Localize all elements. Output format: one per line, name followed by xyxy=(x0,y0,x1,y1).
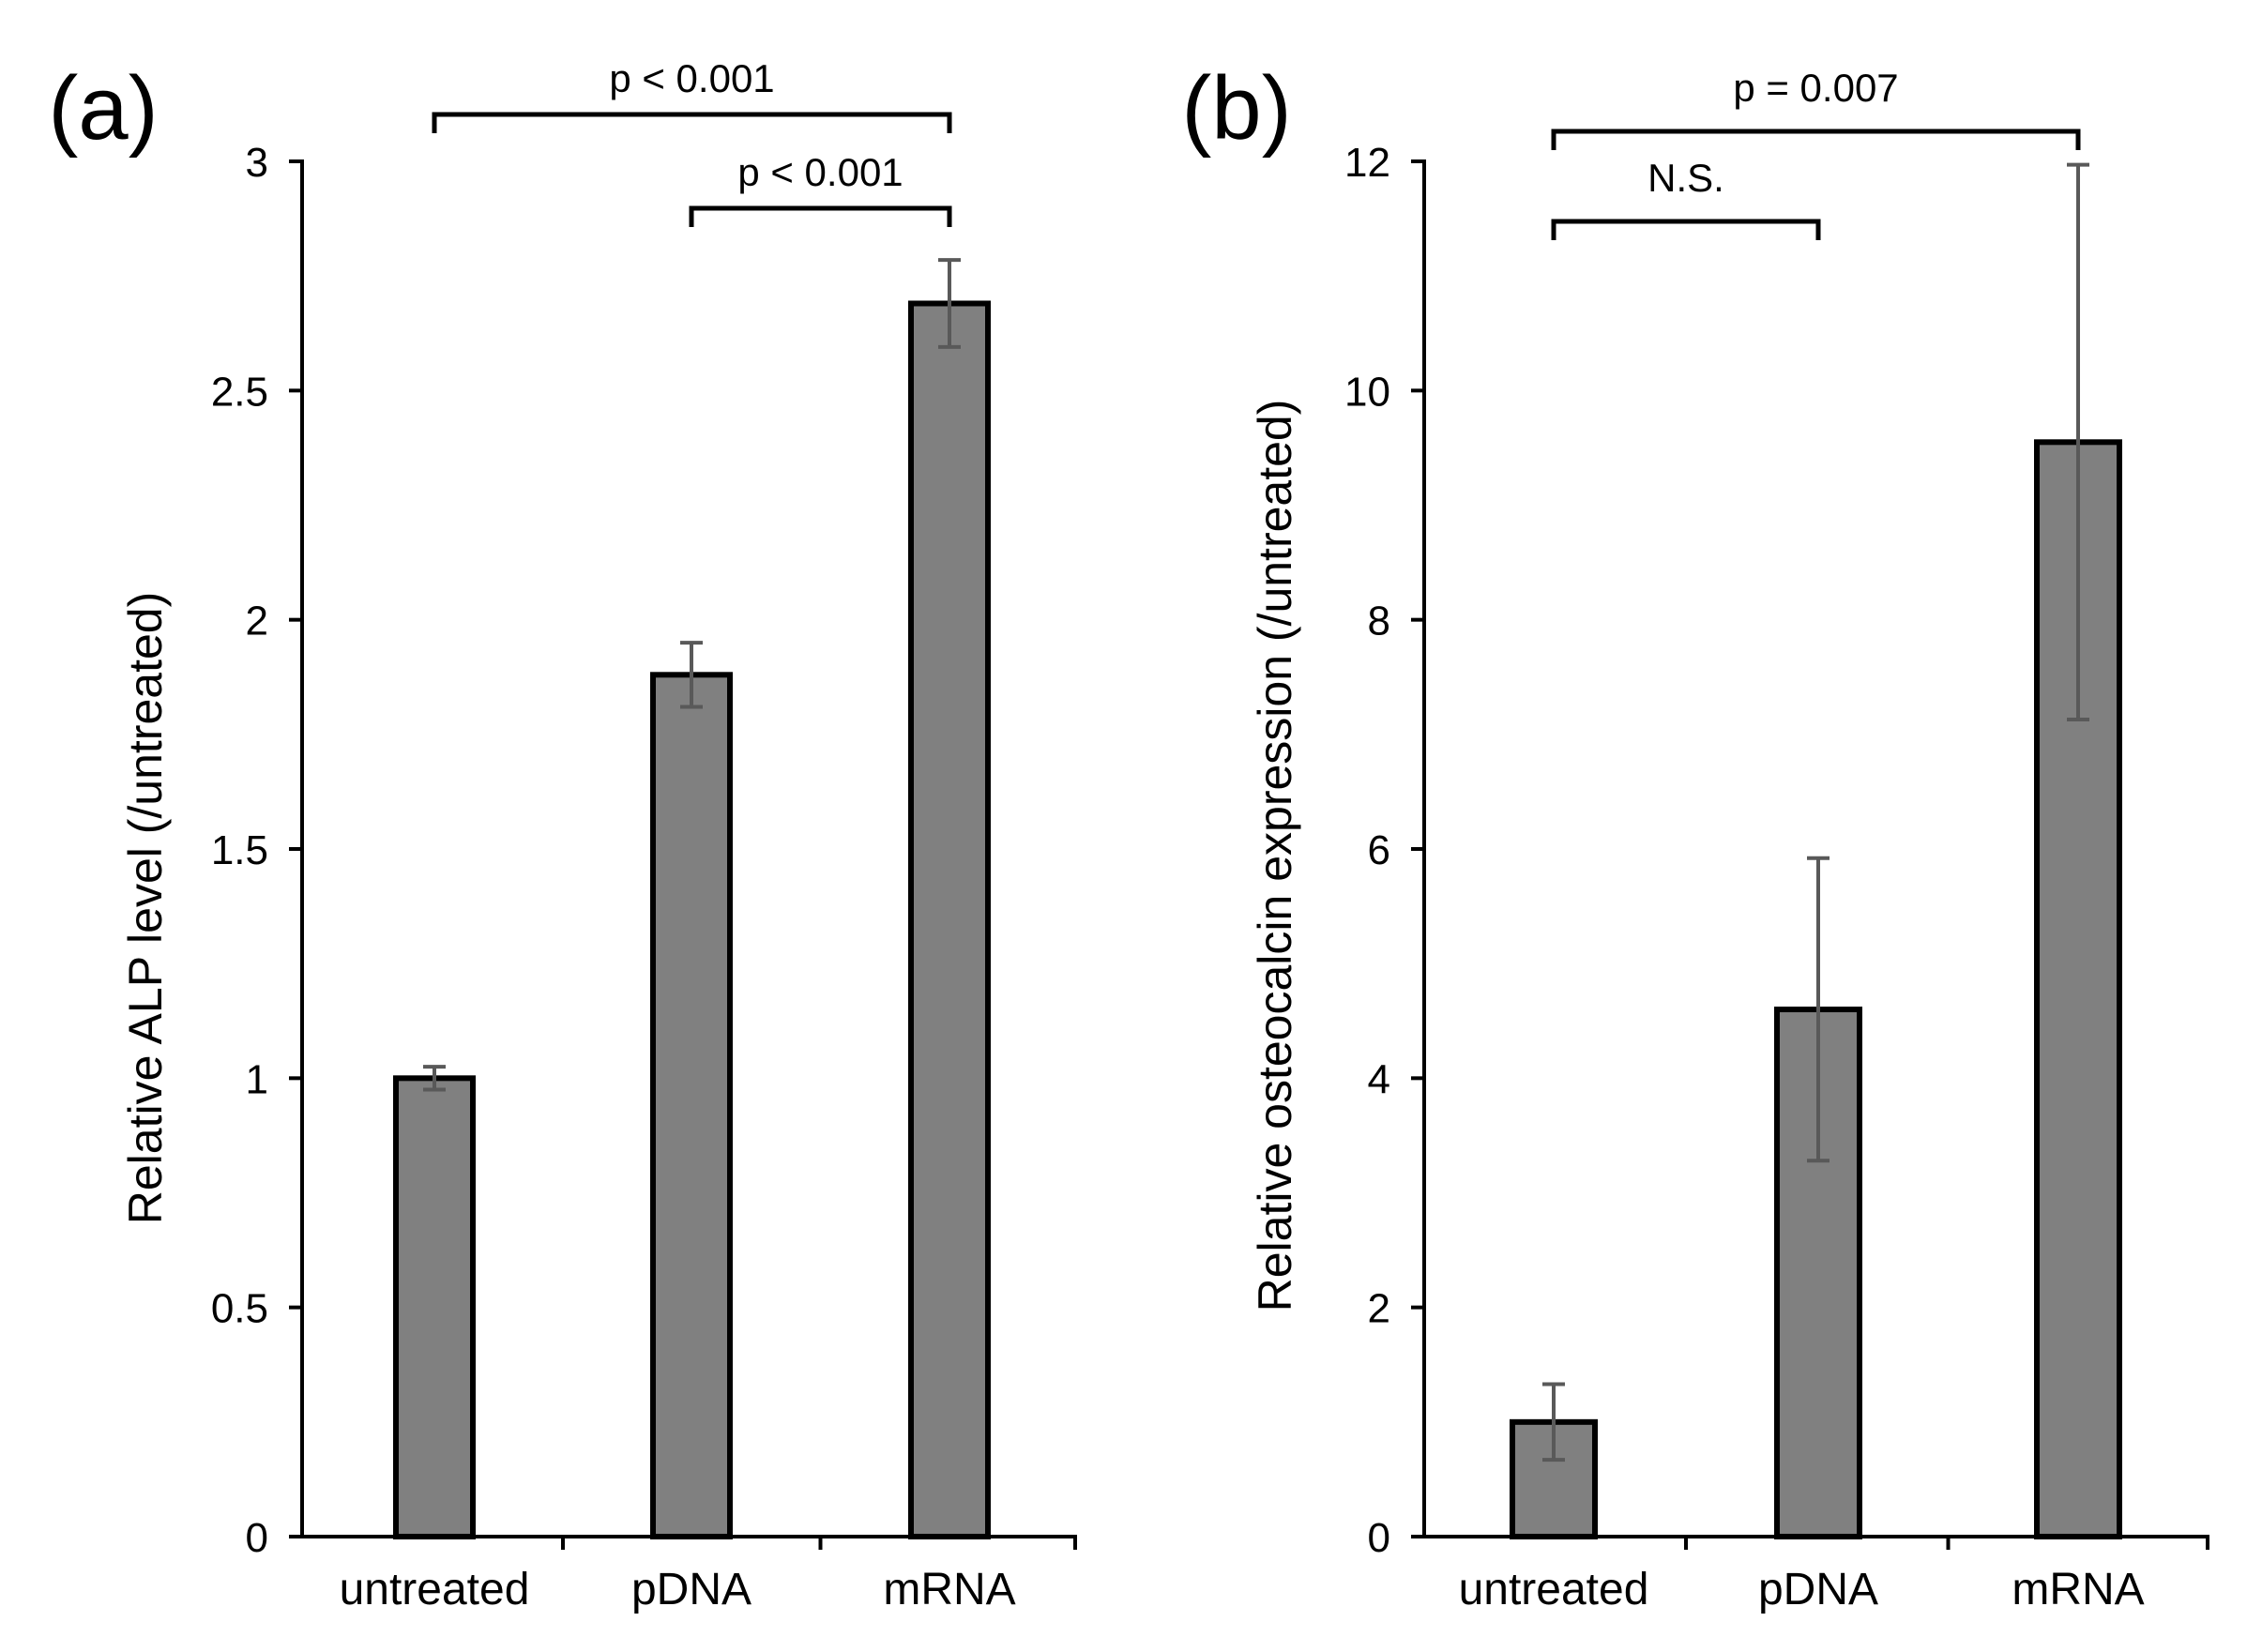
bar-marks-a xyxy=(393,258,991,1540)
axes-a xyxy=(289,159,1077,1550)
x-tick-label: untreated xyxy=(340,1565,530,1614)
chart-panel-b: (b) Relative osteocalcin expression (/un… xyxy=(1181,58,2209,1614)
y-tick-label: 2 xyxy=(246,599,268,644)
significance-label: p = 0.007 xyxy=(1733,66,1898,110)
y-tick-label: 0 xyxy=(246,1515,268,1561)
significance-bracket xyxy=(1551,129,2081,150)
x-tick-label: untreated xyxy=(1459,1565,1649,1614)
significance-bracket xyxy=(1551,219,1821,240)
significance-label: N.S. xyxy=(1647,156,1724,200)
significance-bracket xyxy=(432,112,952,133)
y-tick-labels-a: 0 0.5 1 1.5 2 2.5 3 xyxy=(211,140,268,1561)
bar-untreated xyxy=(393,1075,476,1540)
y-tick-label: 10 xyxy=(1344,369,1390,415)
y-tick-label: 0.5 xyxy=(211,1286,268,1332)
y-tick-label: 2.5 xyxy=(211,369,268,415)
x-tick-label: mRNA xyxy=(2012,1565,2144,1614)
y-tick-label: 3 xyxy=(246,140,268,186)
y-axis-title-b: Relative osteocalcin expression (/untrea… xyxy=(1249,400,1301,1312)
bar-mRNA xyxy=(908,300,991,1539)
chart-panel-a: (a) Relative ALP level (/untreated) 0 0.… xyxy=(48,56,1077,1614)
axes-b xyxy=(1411,159,2209,1550)
panel-label-b: (b) xyxy=(1181,58,1291,159)
y-tick-label: 12 xyxy=(1344,140,1390,186)
bar-marks-b xyxy=(1510,162,2122,1540)
significance-annotations-a: p < 0.001 p < 0.001 xyxy=(432,56,952,227)
bar-pDNA xyxy=(650,672,733,1539)
y-tick-label: 2 xyxy=(1368,1286,1390,1332)
x-tick-label: pDNA xyxy=(631,1565,752,1614)
y-axis-title-a: Relative ALP level (/untreated) xyxy=(119,592,172,1224)
y-tick-label: 1 xyxy=(246,1056,268,1102)
x-tick-labels-a: untreated pDNA mRNA xyxy=(340,1565,1016,1614)
x-tick-label: pDNA xyxy=(1758,1565,1878,1614)
x-tick-labels-b: untreated pDNA mRNA xyxy=(1459,1565,2145,1614)
y-tick-label: 6 xyxy=(1368,827,1390,873)
y-tick-label: 0 xyxy=(1368,1515,1390,1561)
y-tick-labels-b: 0 2 4 6 8 10 12 xyxy=(1344,140,1390,1561)
significance-bracket xyxy=(689,205,952,227)
y-tick-label: 1.5 xyxy=(211,827,268,873)
significance-label: p < 0.001 xyxy=(609,56,774,100)
x-tick-label: mRNA xyxy=(883,1565,1015,1614)
significance-annotations-b: p = 0.007 N.S. xyxy=(1551,66,2081,240)
significance-label: p < 0.001 xyxy=(737,150,903,194)
y-tick-label: 4 xyxy=(1368,1056,1390,1102)
panel-label-a: (a) xyxy=(48,58,158,159)
y-tick-label: 8 xyxy=(1368,599,1390,644)
